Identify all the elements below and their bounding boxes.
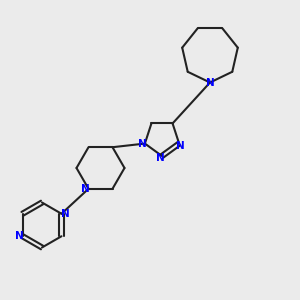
Text: N: N: [61, 209, 70, 219]
Text: N: N: [206, 77, 214, 88]
Text: N: N: [81, 184, 90, 194]
Text: N: N: [156, 153, 165, 164]
Text: N: N: [137, 139, 146, 148]
Text: N: N: [176, 141, 185, 151]
Text: N: N: [14, 231, 23, 241]
